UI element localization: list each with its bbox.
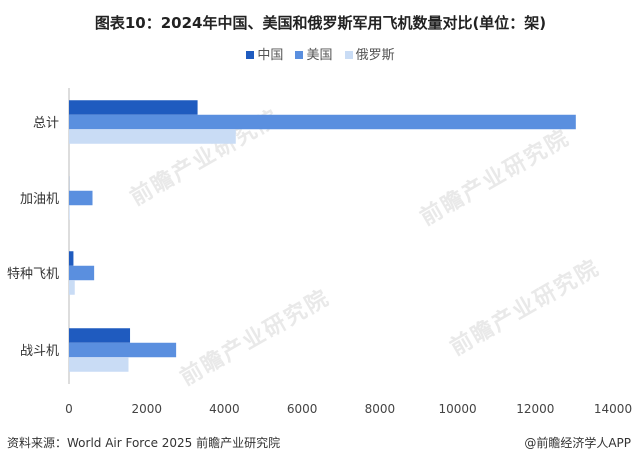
category-label: 战斗机 [20,344,59,359]
brand-credit: @前瞻经济学人APP [524,436,631,450]
x-tick-label: 12000 [516,402,554,416]
bar-俄罗斯-特种飞机 [69,280,75,295]
bar-中国-特种飞机 [69,251,74,266]
category-label: 特种飞机 [7,267,59,282]
x-tick-label: 0 [65,402,73,416]
legend-item-russia: 俄罗斯 [344,44,395,63]
x-tick-label: 4000 [209,402,240,416]
bar-俄罗斯-战斗机 [69,357,129,372]
bar-美国-特种飞机 [69,265,95,281]
bar-中国-战斗机 [69,328,131,343]
x-tick-label: 6000 [287,402,318,416]
legend-swatch-russia [344,50,353,59]
bar-俄罗斯-加油机 [69,205,70,220]
bar-美国-战斗机 [69,342,177,358]
bar-中国-总计 [69,100,198,115]
legend-item-china: 中国 [246,44,283,63]
x-tick-label: 8000 [365,402,396,416]
legend-label-russia: 俄罗斯 [355,48,395,63]
legend-swatch-china [246,50,255,59]
chart-legend: 中国 美国 俄罗斯 [0,44,641,63]
legend-swatch-usa [295,50,304,59]
legend-label-china: 中国 [257,48,284,63]
source-note: 资料来源：World Air Force 2025 前瞻产业研究院 [7,436,281,450]
category-label: 总计 [33,116,59,131]
x-tick-label: 14000 [594,402,632,416]
x-tick-label: 10000 [438,402,476,416]
legend-label-usa: 美国 [306,48,333,63]
bar-美国-加油机 [69,190,93,206]
chart-title: 图表10：2024年中国、美国和俄罗斯军用飞机数量对比(单位：架) [94,14,547,32]
bar-美国-总计 [69,114,576,130]
category-label: 加油机 [20,192,59,207]
legend-item-usa: 美国 [295,44,333,63]
x-tick-label: 2000 [131,402,162,416]
bar-俄罗斯-总计 [69,129,236,144]
